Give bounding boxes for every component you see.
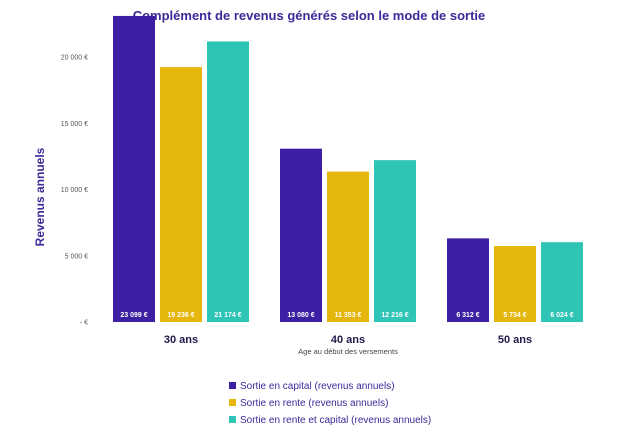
y-tick-label: 5 000 € [65, 253, 88, 260]
bar-value-label: 12 216 € [381, 312, 408, 319]
bar-value-label: 19 236 € [167, 312, 194, 319]
bar [113, 15, 155, 322]
y-axis-label: Revenus annuels [33, 147, 47, 246]
bars-group: 23 099 € 19 236 € 21 174 € 13 080 € 11 353 €… [113, 15, 583, 323]
bar [207, 41, 249, 323]
bar [541, 242, 583, 322]
bar-value-label: 6 024 € [550, 312, 573, 319]
legend-swatch [229, 416, 236, 423]
legend: Sortie en capital (revenus annuels) Sorti… [229, 381, 431, 426]
bar-value-label: 5 734 € [503, 312, 526, 319]
category-label: 30 ans [164, 334, 198, 346]
y-tick-label: 10 000 € [61, 187, 88, 194]
legend-entry: Sortie en capital (revenus annuels) [240, 381, 395, 392]
y-tick-label: 15 000 € [61, 121, 88, 128]
bar [374, 160, 416, 322]
y-axis-ticks: - € 5 000 € 10 000 € 15 000 € 20 000 € [61, 55, 88, 327]
category-label: 50 ans [498, 334, 532, 346]
legend-swatch [229, 399, 236, 406]
bar [280, 148, 322, 322]
bar-value-label: 11 353 € [335, 312, 362, 319]
legend-entry: Sortie en rente et capital (revenus annu… [240, 415, 431, 426]
bar-value-label: 6 312 € [456, 312, 479, 319]
bar [160, 67, 202, 322]
bar-value-label: 23 099 € [120, 312, 147, 319]
legend-swatch [229, 382, 236, 389]
y-tick-label: - € [80, 320, 88, 327]
legend-entry: Sortie en rente (revenus annuels) [240, 398, 388, 409]
bar [494, 246, 536, 322]
bar [327, 171, 369, 322]
bar [447, 238, 489, 322]
category-labels: 30 ans 40 ans 50 ans [164, 334, 532, 346]
y-tick-label: 20 000 € [61, 55, 88, 62]
bar-value-label: 13 080 € [287, 312, 314, 319]
x-axis-label: Age au début des versements [298, 347, 398, 356]
chart-title: Complément de revenus générés selon le m… [133, 8, 486, 23]
category-label: 40 ans [331, 334, 365, 346]
bar-value-label: 21 174 € [214, 312, 241, 319]
